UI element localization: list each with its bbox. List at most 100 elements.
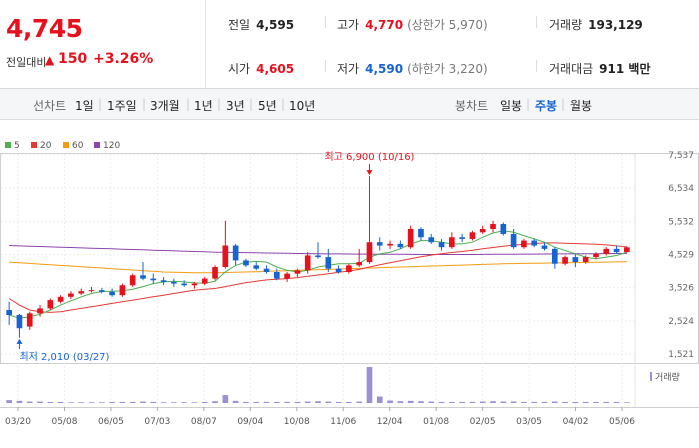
volume-bar (603, 401, 610, 403)
price-summary: 4,745 전일대비 ▲ 150 +3.26% (0, 0, 206, 88)
candle-body (315, 255, 321, 258)
legend-ma60: 60 (63, 141, 83, 151)
y-tick-label: 6,534 (668, 184, 694, 194)
candle-body (335, 268, 342, 272)
y-tick-label: 3,526 (668, 284, 694, 294)
volume-bar (129, 401, 136, 403)
change-label: 전일대비 (6, 56, 47, 69)
candle-body (469, 232, 476, 239)
candle-body (6, 310, 12, 316)
candle-body (171, 281, 177, 284)
period-1y[interactable]: 1년 (194, 99, 213, 113)
volume-bar (397, 401, 404, 403)
volume-bar (562, 401, 568, 403)
candle-body (428, 237, 435, 243)
candle-daily[interactable]: 일봉 (500, 99, 523, 113)
volume-bar (418, 401, 424, 403)
volume-bar (253, 401, 260, 403)
x-tick-label: 03/05 (516, 417, 542, 427)
volume-bar (572, 401, 579, 403)
candle-body (449, 237, 455, 248)
volume-bar (119, 401, 126, 403)
volume-bar (624, 402, 630, 403)
candle-body (397, 243, 404, 248)
period-3y[interactable]: 3년 (226, 99, 245, 113)
legend-ma5: 5 (5, 141, 20, 151)
volume-bar (243, 401, 249, 403)
candle-body (603, 248, 610, 254)
candle-body (57, 296, 64, 302)
period-5y[interactable]: 5년 (258, 99, 277, 113)
y-tick-label: 7,537 (668, 151, 694, 161)
period-10y[interactable]: 10년 (289, 99, 316, 113)
volume-bar (284, 401, 290, 403)
volume-bar (294, 401, 301, 403)
volume-bar (150, 401, 157, 403)
volume-bar (222, 395, 229, 403)
candle-body (438, 242, 445, 248)
period-1w[interactable]: 1주일 (107, 99, 137, 113)
candle-body (191, 283, 198, 286)
period-selector: 선차트 1일 | 1주일 | 3개월 | 1년 | 3년 | 5년 | 10년 … (0, 89, 699, 120)
y-tick-label: 5,532 (668, 217, 694, 227)
candle-body (521, 240, 527, 248)
x-tick-label: 01/08 (423, 417, 449, 427)
metric-open: 시가 4,605 (228, 62, 295, 76)
candle-body (222, 245, 229, 268)
x-tick-label: 08/07 (191, 417, 217, 427)
volume-bar (428, 401, 435, 403)
candle-body (98, 290, 105, 292)
candle-body (232, 245, 239, 261)
x-tick-label: 10/08 (284, 417, 310, 427)
candle-chart-label: 봉차트 (455, 99, 489, 113)
candle-body (119, 285, 126, 296)
candle-body (304, 255, 311, 271)
candle-monthly[interactable]: 월봉 (570, 99, 593, 113)
candle-body (407, 228, 414, 248)
volume-bar (356, 401, 363, 403)
candle-body (551, 248, 558, 264)
candle-body (263, 268, 270, 272)
volume-bar (335, 401, 342, 403)
candle-body (531, 240, 538, 246)
volume-bar (500, 401, 507, 403)
change-value: 150 (58, 51, 88, 67)
volume-bar (88, 402, 95, 403)
period-3m[interactable]: 3개월 (150, 99, 180, 113)
candle-body (26, 313, 33, 327)
x-tick-label: 05/06 (609, 417, 635, 427)
candle-body (479, 228, 486, 233)
volume-bar (160, 402, 167, 403)
volume-bar (593, 401, 599, 403)
volume-bar (346, 401, 352, 403)
y-tick-label: 4,529 (668, 251, 694, 261)
candle-body (68, 293, 74, 297)
volume-bar (490, 401, 496, 403)
period-1d[interactable]: 1일 (75, 99, 94, 113)
candle-body (78, 291, 85, 294)
candle-body (47, 300, 54, 309)
x-tick-label: 05/08 (51, 417, 77, 427)
candle-body (253, 265, 260, 269)
change-percent: +3.26% (93, 51, 154, 67)
candle-body (181, 283, 187, 286)
volume-bar (510, 401, 517, 403)
volume-bar (407, 400, 414, 403)
candle-body (613, 248, 620, 253)
candle-body (500, 224, 507, 234)
volume-bar (551, 401, 558, 403)
candle-weekly[interactable]: 주봉 (535, 99, 558, 113)
volume-bar (68, 402, 74, 403)
high-annotation: 최고 6,900 (10/16) (324, 151, 414, 163)
metric-prev-close: 전일 4,595 (228, 18, 295, 32)
y-tick-label: 1,521 (668, 350, 694, 360)
volume-bar (531, 401, 538, 403)
x-tick-label: 03/20 (5, 417, 31, 427)
volume-bar (263, 401, 270, 403)
volume-bar (47, 401, 54, 403)
candle-body (160, 280, 167, 282)
candle-body (510, 233, 517, 248)
volume-bar (140, 401, 146, 403)
quote-header: 4,745 전일대비 ▲ 150 +3.26% 전일 4,595 고가 4,770(… (0, 0, 699, 89)
